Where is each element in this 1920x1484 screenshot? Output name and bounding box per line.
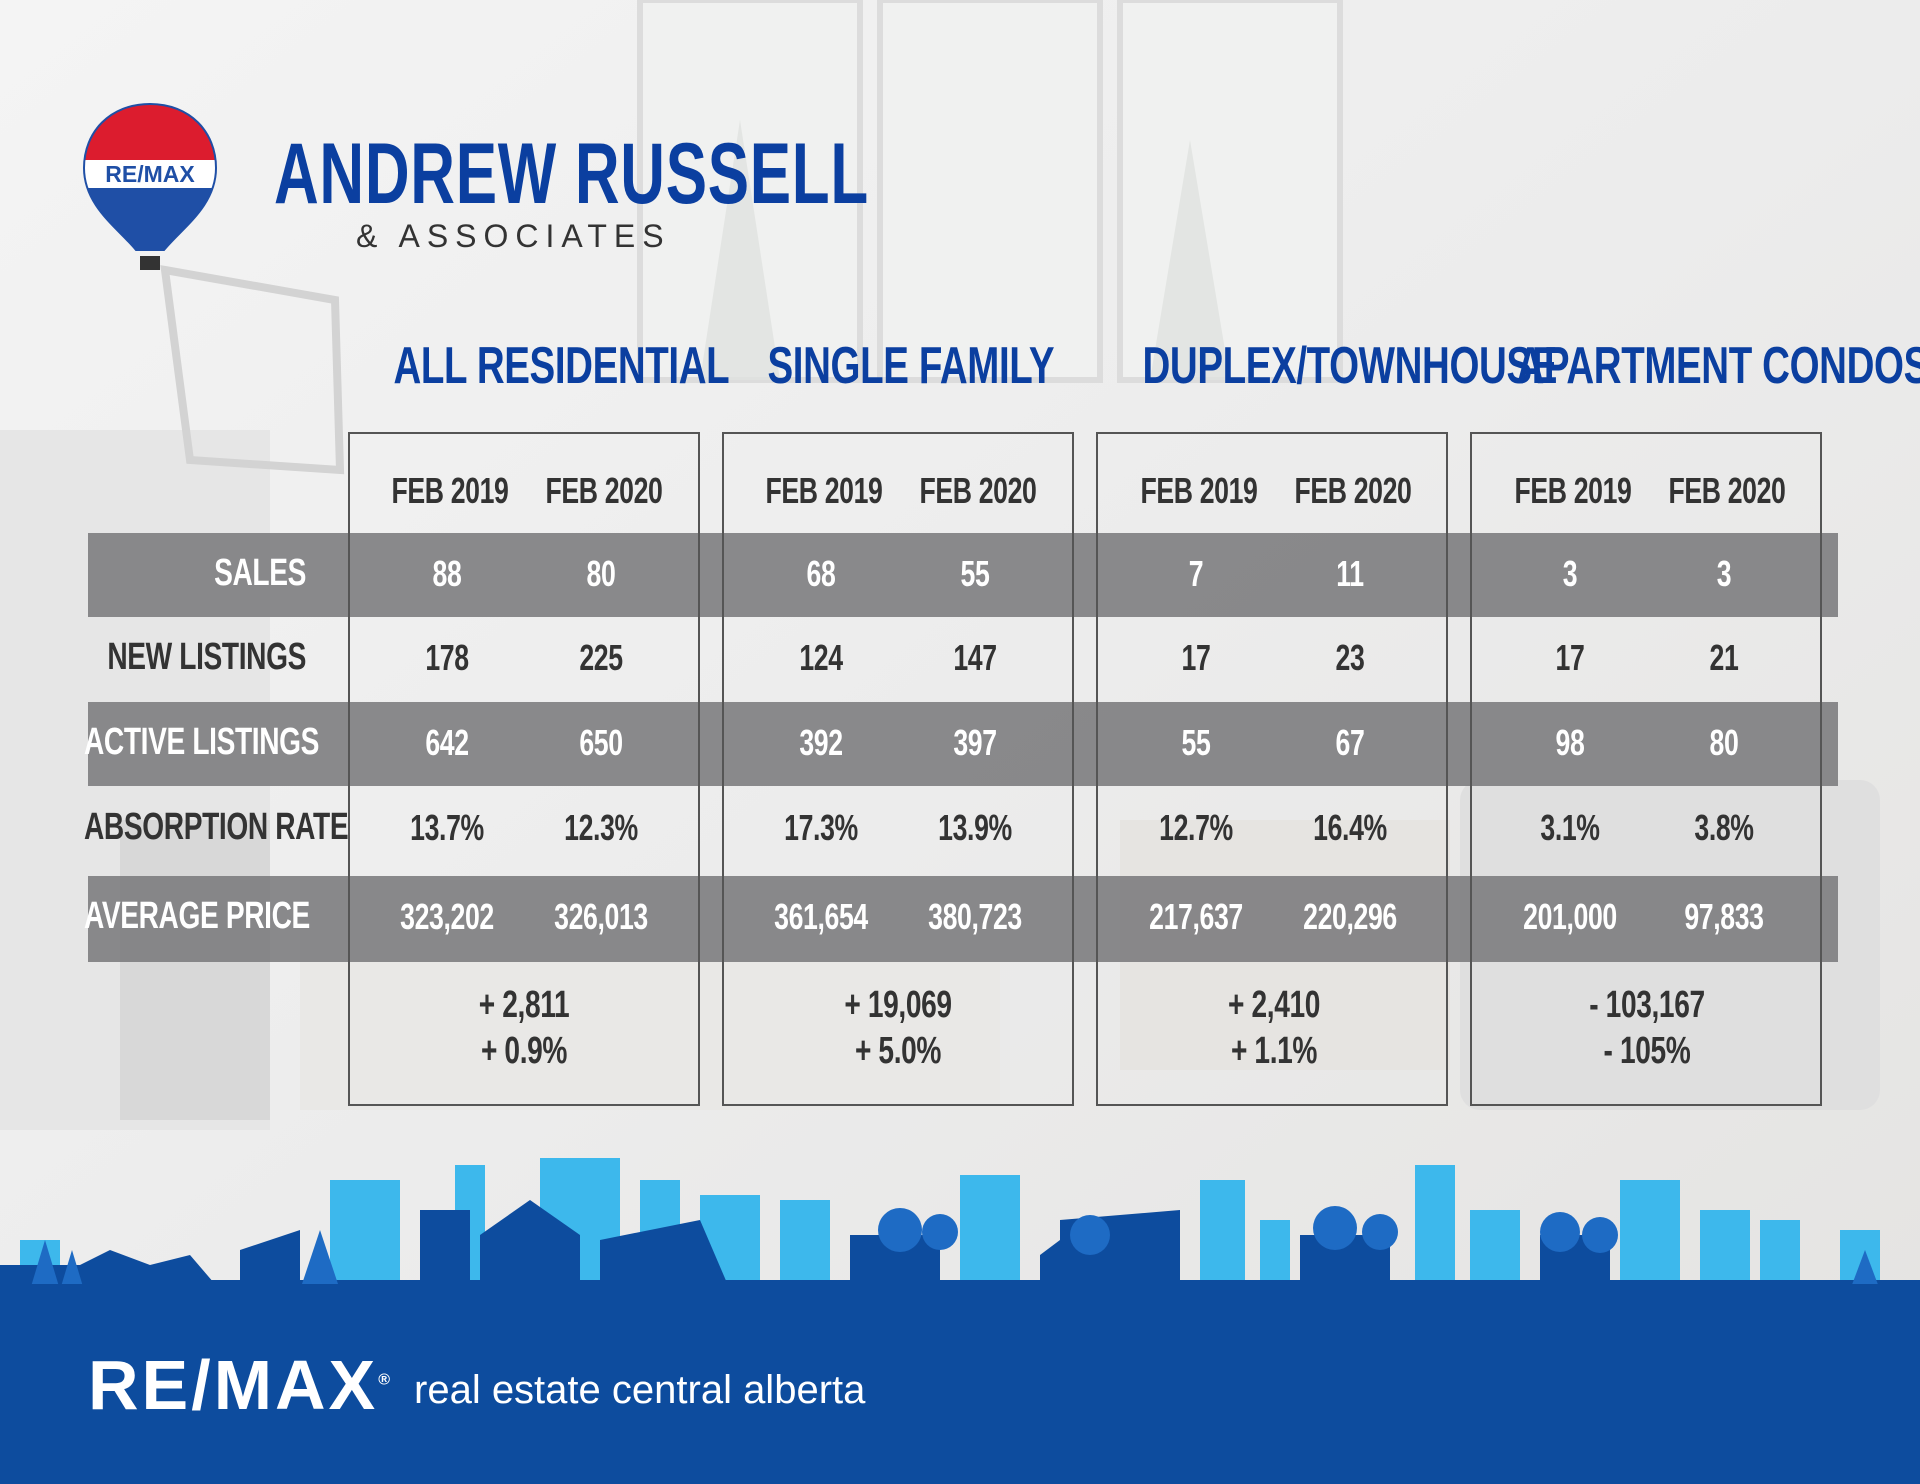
panel-apartment-condos — [1470, 432, 1822, 1106]
panel-all-residential — [348, 432, 700, 1106]
cell-sales-2019: 7 — [1188, 553, 1204, 594]
row-band-sales — [88, 533, 1838, 617]
registered-mark: ® — [378, 1371, 394, 1389]
cell-absorption-rate-2020: 13.9% — [938, 807, 1012, 848]
change-amount: + 19,069 — [844, 984, 952, 1026]
col-header-feb-2019: FEB 2019 — [765, 470, 883, 511]
category-title-duplex-townhouse: DUPLEX/TOWNHOUSE — [1142, 337, 1558, 395]
change-amount: + 2,410 — [1227, 984, 1321, 1026]
change-percent: - 105% — [1603, 1030, 1691, 1072]
cell-new-listings-2019: 17 — [1181, 637, 1211, 678]
remax-balloon-logo: RE/MAX — [82, 102, 218, 270]
row-band-active-listings — [88, 702, 1838, 786]
cell-active-listings-2020: 397 — [953, 722, 997, 763]
change-amount: - 103,167 — [1589, 984, 1705, 1026]
cell-absorption-rate-2019: 17.3% — [784, 807, 858, 848]
category-title-all-residential: ALL RESIDENTIAL — [393, 337, 730, 395]
col-header-feb-2020: FEB 2020 — [1668, 470, 1786, 511]
cell-new-listings-2020: 23 — [1335, 637, 1365, 678]
col-header-feb-2019: FEB 2019 — [1140, 470, 1258, 511]
cell-new-listings-2019: 17 — [1555, 637, 1585, 678]
balloon-text: RE/MAX — [105, 161, 195, 187]
footer-logo-text: RE/MAX — [88, 1346, 379, 1424]
cell-average-price-2019: 201,000 — [1523, 896, 1617, 937]
cell-active-listings-2019: 98 — [1555, 722, 1585, 763]
cell-sales-2020: 11 — [1336, 553, 1364, 594]
cell-average-price-2020: 326,013 — [554, 896, 648, 937]
footer-tagline: real estate central alberta — [414, 1368, 866, 1412]
change-percent: + 5.0% — [854, 1030, 942, 1072]
cell-absorption-rate-2019: 13.7% — [410, 807, 484, 848]
cell-average-price-2019: 361,654 — [774, 896, 868, 937]
cell-new-listings-2020: 225 — [579, 637, 623, 678]
panel-single-family — [722, 432, 1074, 1106]
cell-new-listings-2019: 178 — [425, 637, 469, 678]
cell-absorption-rate-2020: 12.3% — [564, 807, 638, 848]
row-label-sales: SALES — [214, 552, 306, 594]
cell-sales-2020: 55 — [960, 553, 990, 594]
cell-sales-2020: 3 — [1716, 553, 1732, 594]
row-label-average-price: AVERAGE PRICE — [84, 895, 310, 937]
cell-average-price-2019: 323,202 — [400, 896, 494, 937]
cell-average-price-2019: 217,637 — [1149, 896, 1243, 937]
cell-sales-2020: 80 — [586, 553, 616, 594]
cell-active-listings-2019: 392 — [799, 722, 843, 763]
cell-new-listings-2020: 147 — [953, 637, 997, 678]
category-title-single-family: SINGLE FAMILY — [767, 337, 1055, 395]
panel-duplex-townhouse — [1096, 432, 1448, 1106]
cell-absorption-rate-2019: 3.1% — [1540, 807, 1600, 848]
row-label-new-listings: NEW LISTINGS — [107, 636, 306, 678]
row-band-average-price — [88, 876, 1838, 962]
cell-active-listings-2020: 80 — [1709, 722, 1739, 763]
change-percent: + 0.9% — [480, 1030, 568, 1072]
cell-active-listings-2020: 650 — [579, 722, 623, 763]
cell-sales-2019: 68 — [806, 553, 836, 594]
col-header-feb-2020: FEB 2020 — [1294, 470, 1412, 511]
category-title-apartment-condos: APARTMENT CONDOS — [1516, 337, 1920, 395]
cell-average-price-2020: 220,296 — [1303, 896, 1397, 937]
col-header-feb-2019: FEB 2019 — [391, 470, 509, 511]
cell-absorption-rate-2020: 16.4% — [1313, 807, 1387, 848]
change-percent: + 1.1% — [1230, 1030, 1318, 1072]
cell-absorption-rate-2020: 3.8% — [1694, 807, 1754, 848]
col-header-feb-2020: FEB 2020 — [919, 470, 1037, 511]
row-label-active-listings: ACTIVE LISTINGS — [84, 721, 320, 763]
cell-new-listings-2019: 124 — [799, 637, 843, 678]
brand-subtitle: & ASSOCIATES — [356, 218, 671, 254]
col-header-feb-2020: FEB 2020 — [545, 470, 663, 511]
cell-active-listings-2019: 55 — [1181, 722, 1211, 763]
change-amount: + 2,811 — [478, 984, 570, 1026]
cell-sales-2019: 88 — [432, 553, 462, 594]
city-skyline-illustration — [0, 1158, 1920, 1290]
cell-average-price-2020: 97,833 — [1684, 896, 1764, 937]
cell-active-listings-2019: 642 — [425, 722, 469, 763]
cell-new-listings-2020: 21 — [1709, 637, 1739, 678]
brand-name: ANDREW RUSSELL — [274, 126, 869, 222]
footer-remax-logo: RE/MAX® — [88, 1345, 393, 1425]
cell-sales-2019: 3 — [1562, 553, 1578, 594]
col-header-feb-2019: FEB 2019 — [1514, 470, 1632, 511]
footer-band — [0, 1284, 1920, 1484]
cell-absorption-rate-2019: 12.7% — [1159, 807, 1233, 848]
row-label-absorption-rate: ABSORPTION RATE — [84, 806, 349, 848]
cell-average-price-2020: 380,723 — [928, 896, 1022, 937]
cell-active-listings-2020: 67 — [1335, 722, 1365, 763]
